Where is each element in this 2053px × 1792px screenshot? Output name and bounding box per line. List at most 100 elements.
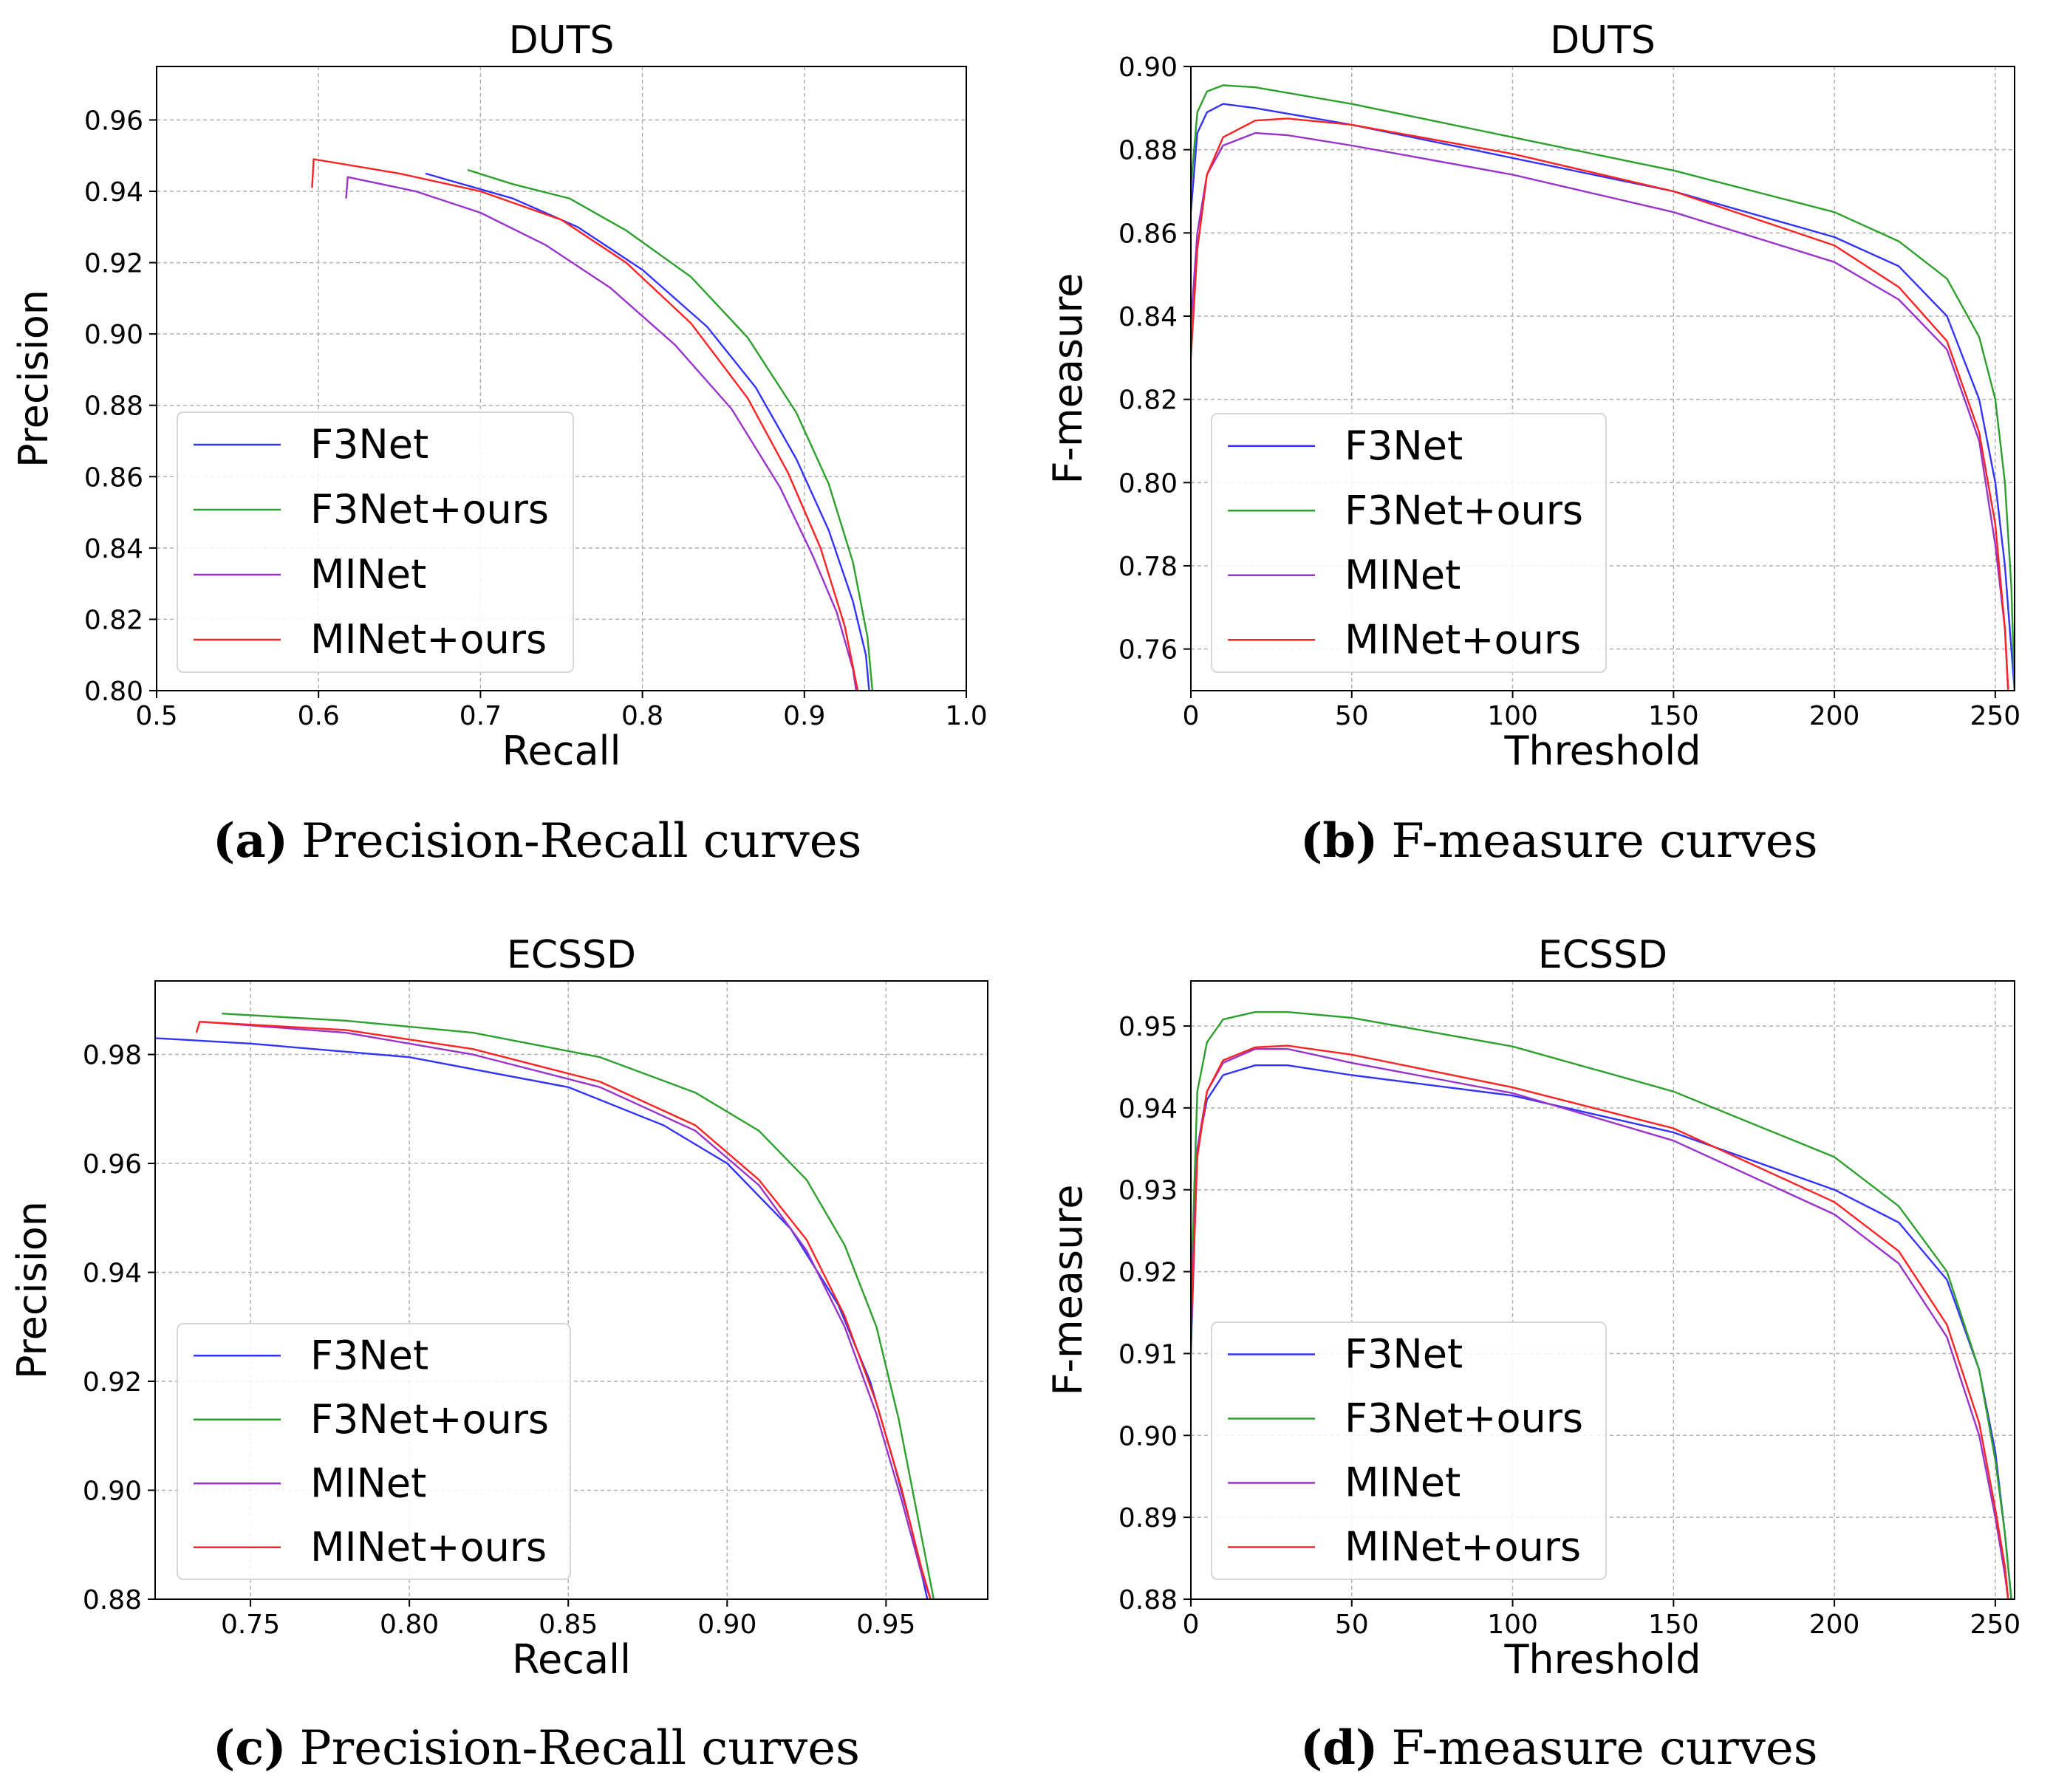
legend-label: MINet+ours — [310, 616, 547, 663]
x-tick-label: 150 — [1648, 1610, 1699, 1640]
series-group — [1191, 84, 2015, 691]
y-tick-label: 0.90 — [83, 1477, 142, 1507]
y-tick-label: 0.88 — [1118, 1585, 1178, 1615]
plot-frame — [156, 66, 967, 691]
y-axis-label: Precision — [10, 290, 57, 468]
series-line-minet-plus-ours — [311, 158, 859, 691]
x-tick-label: 100 — [1487, 701, 1538, 731]
y-tick-label: 0.96 — [83, 1149, 142, 1180]
y-axis-label: Precision — [9, 1201, 55, 1379]
legend: F3Net F3Net+ours MINet MINet+ours — [177, 411, 574, 673]
chart-d-ecssd-f-measure: 0 50 100 150 200 250 0.88 0.89 0.90 0.91 0.92 0.93 0… — [1045, 933, 2020, 1683]
legend-label: F3Net — [310, 421, 428, 468]
legend: F3Net F3Net+ours MINet MINet+ours — [1211, 1321, 1607, 1580]
y-axis-label: F-measure — [1045, 273, 1091, 484]
legend-label: MINet+ours — [1345, 616, 1581, 663]
y-tick-label: 0.84 — [1118, 302, 1178, 332]
y-tick-label: 0.98 — [83, 1041, 142, 1071]
legend-label: F3Net — [1345, 423, 1463, 469]
series-line-minet-plus-ours — [1191, 1044, 2009, 1599]
plot-frame — [154, 980, 988, 1600]
series-line-minet — [202, 1021, 932, 1599]
y-tick-label: 0.90 — [1118, 1421, 1178, 1451]
x-tick-label: 0.7 — [460, 701, 502, 731]
y-tick-label: 0.88 — [83, 1585, 142, 1615]
y-tick-label: 0.92 — [83, 1367, 142, 1398]
series-group — [155, 1013, 935, 1599]
legend-label: F3Net+ours — [1345, 487, 1583, 533]
legend: F3Net F3Net+ours MINet MINet+ours — [1211, 413, 1607, 673]
plot-frame — [1190, 980, 2015, 1600]
y-tick-label: 0.92 — [1118, 1258, 1178, 1288]
y-tick-label: 0.80 — [84, 677, 143, 707]
x-tick-label: 0.95 — [856, 1610, 915, 1640]
chart-title: ECSSD — [507, 933, 636, 977]
y-tick-label: 0.80 — [1118, 468, 1178, 499]
x-axis-label: Threshold — [1503, 1636, 1701, 1683]
plot-frame — [1190, 66, 2015, 691]
y-tick-label: 0.94 — [1118, 1094, 1178, 1124]
y-tick-label: 0.88 — [84, 391, 143, 422]
x-tick-label: 0 — [1183, 1610, 1200, 1640]
series-line-f3net-plus-ours — [1191, 84, 2015, 691]
chart-c-ecssd-precision-recall: 0.75 0.80 0.85 0.90 0.95 0.88 0.90 0.92 0.94 0.96… — [9, 933, 988, 1683]
caption-d: (d) F-measure curves — [1300, 1720, 1818, 1776]
caption-c: (c) Precision-Recall curves — [213, 1720, 860, 1776]
y-tick-label: 0.89 — [1118, 1503, 1178, 1533]
x-tick-label: 0.75 — [221, 1610, 280, 1640]
caption-a: (a) Precision-Recall curves — [213, 813, 861, 869]
series-line-minet — [345, 176, 858, 691]
legend-label: MINet — [310, 1460, 426, 1506]
legend-box — [1211, 1321, 1607, 1580]
x-tick-label: 0.80 — [380, 1610, 439, 1640]
x-tick-label: 0.90 — [697, 1610, 756, 1640]
y-tick-label: 0.93 — [1118, 1176, 1178, 1206]
legend-label: MINet+ours — [310, 1524, 547, 1570]
chart-title: ECSSD — [1538, 933, 1667, 977]
legend-label: F3Net+ours — [310, 486, 549, 533]
y-tick-label: 0.86 — [84, 462, 143, 493]
y-tick-label: 0.86 — [1118, 219, 1178, 249]
y-tick-label: 0.88 — [1118, 136, 1178, 166]
x-tick-label: 1.0 — [945, 701, 987, 731]
chart-b-duts-f-measure: 0 50 100 150 200 250 0.76 0.78 0.80 0.82 0.84 0.86 0… — [1045, 18, 2020, 774]
x-tick-label: 50 — [1335, 1610, 1369, 1640]
legend-box — [1211, 413, 1607, 673]
y-tick-label: 0.90 — [1118, 52, 1178, 83]
x-tick-label: 100 — [1487, 1610, 1538, 1640]
y-tick-label: 0.91 — [1118, 1339, 1178, 1369]
x-tick-label: 0.5 — [135, 701, 177, 731]
legend-label: F3Net — [310, 1332, 428, 1378]
x-tick-label: 200 — [1809, 701, 1860, 731]
x-axis-label: Recall — [502, 728, 621, 774]
x-tick-label: 250 — [1970, 701, 2021, 731]
chart-title: DUTS — [509, 18, 615, 63]
legend: F3Net F3Net+ours MINet MINet+ours — [177, 1323, 571, 1580]
y-axis-label: F-measure — [1045, 1184, 1091, 1395]
y-tick-label: 0.82 — [84, 605, 143, 635]
y-tick-label: 0.94 — [84, 177, 143, 208]
x-tick-label: 50 — [1335, 701, 1369, 731]
y-tick-label: 0.82 — [1118, 386, 1178, 416]
x-tick-label: 150 — [1648, 701, 1699, 731]
legend-label: F3Net+ours — [1345, 1395, 1583, 1442]
y-tick-label: 0.76 — [1118, 635, 1178, 666]
y-tick-label: 0.96 — [84, 106, 143, 136]
series-line-minet — [1191, 131, 2009, 691]
series-group — [311, 158, 874, 691]
x-tick-label: 250 — [1970, 1610, 2021, 1640]
y-tick-label: 0.90 — [84, 320, 143, 350]
series-group — [1191, 1010, 2012, 1599]
caption-b: (b) F-measure curves — [1300, 813, 1818, 869]
x-tick-label: 0 — [1183, 701, 1200, 731]
y-tick-label: 0.78 — [1118, 552, 1178, 582]
legend-label: MINet — [310, 551, 426, 598]
x-tick-label: 0.6 — [298, 701, 340, 731]
legend-label: MINet — [1345, 1460, 1461, 1506]
x-tick-label: 0.85 — [539, 1610, 598, 1640]
series-line-f3net-plus-ours — [467, 168, 874, 691]
x-tick-label: 200 — [1809, 1610, 1860, 1640]
y-tick-label: 0.92 — [84, 249, 143, 279]
chart-title: DUTS — [1550, 18, 1656, 63]
